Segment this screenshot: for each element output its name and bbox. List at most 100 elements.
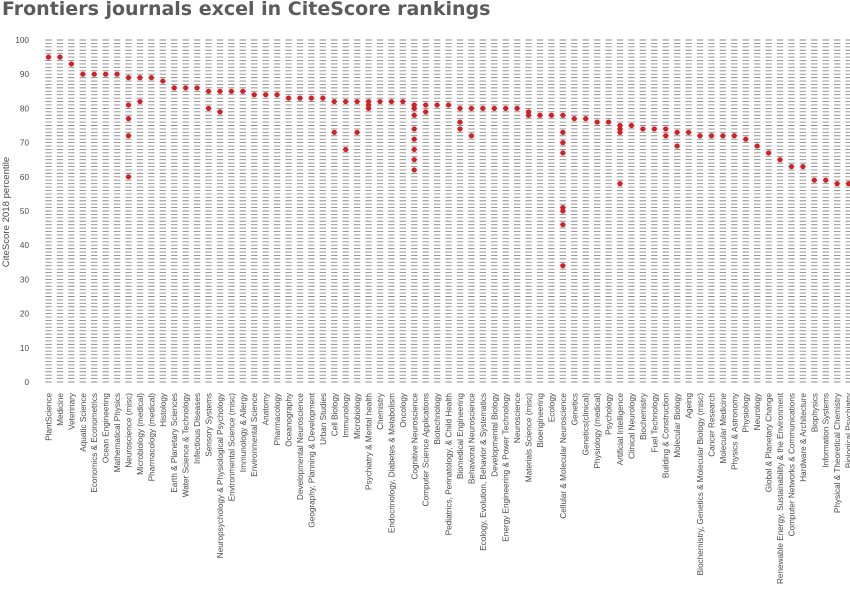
category-label: Biomedical Engineering	[456, 393, 465, 479]
data-point	[125, 102, 132, 108]
category-label: Physiology (medical)	[593, 393, 602, 469]
data-point	[125, 116, 132, 122]
data-point	[457, 105, 463, 111]
data-point	[377, 98, 383, 105]
data-point	[788, 163, 795, 170]
category-label: Developmental Biology	[490, 392, 499, 477]
data-point	[434, 102, 440, 108]
data-point	[457, 119, 463, 125]
data-point	[274, 92, 280, 98]
category-label: Chemistry	[376, 392, 385, 430]
data-point	[480, 105, 486, 111]
data-point	[217, 88, 223, 94]
data-point	[617, 181, 623, 187]
data-point	[411, 112, 417, 118]
category-label: Cellular & Molecular Neuroscience	[559, 393, 568, 519]
category-label: Hardware & Architecture	[799, 393, 808, 482]
data-point	[754, 143, 760, 149]
data-point	[400, 98, 406, 105]
category-label: Neurology	[753, 392, 762, 430]
data-point	[525, 112, 532, 118]
category-label: Building & Construction	[662, 393, 671, 479]
category-label: Neuropsychology & Physiological Psycholo…	[216, 392, 225, 558]
category-label: Biochemistry, Genetics & Molecular Biolo…	[696, 393, 705, 576]
data-point	[731, 133, 737, 139]
data-point	[663, 133, 669, 139]
data-point	[331, 129, 337, 135]
category-label: Clinical Neurology	[627, 392, 636, 459]
category-label: Urban Studies	[319, 393, 328, 445]
category-label: Histology	[159, 392, 168, 427]
data-point	[560, 150, 566, 156]
data-point	[91, 71, 97, 77]
category-label: Pharmacology (medical)	[147, 393, 156, 482]
y-tick-label: 50	[20, 207, 30, 216]
category-label: Earth & Planetary Sciences	[170, 393, 179, 493]
data-point	[148, 75, 154, 81]
data-point	[125, 174, 132, 180]
data-point	[685, 129, 692, 135]
category-label: Cancer Research	[707, 393, 716, 457]
category-label: Cognitive Neuroscience	[410, 393, 419, 480]
category-label: Biophysics	[810, 393, 819, 432]
category-label: Mathematical Physics	[113, 393, 122, 472]
category-label: Microbiology (medical)	[136, 393, 145, 475]
data-point	[103, 71, 109, 77]
data-point	[320, 95, 326, 101]
data-point	[365, 105, 372, 111]
category-label: Artificial Intelligence	[616, 393, 625, 466]
data-point	[411, 157, 417, 163]
data-point	[560, 222, 566, 228]
y-axis-label: CiteScore 2018 percentile	[1, 157, 12, 267]
data-point	[777, 157, 783, 163]
data-point	[388, 98, 394, 105]
y-tick-label: 30	[20, 275, 30, 284]
category-label: Psychology	[605, 392, 614, 435]
data-point	[228, 88, 234, 94]
category-label: Biotechnology	[433, 392, 442, 444]
data-point	[125, 75, 132, 81]
y-tick-label: 10	[20, 344, 30, 353]
data-point	[423, 109, 429, 115]
category-label: Biological Psychiatry	[845, 392, 850, 468]
data-point	[205, 88, 212, 94]
category-label: Physics & Astronomy	[730, 392, 739, 470]
data-point	[743, 136, 749, 142]
category-label: Infectious Diseases	[193, 393, 202, 464]
data-point	[674, 143, 680, 149]
y-tick-label: 70	[20, 139, 30, 148]
category-label: Oncology	[399, 392, 408, 427]
data-point	[560, 112, 566, 118]
data-point	[137, 75, 143, 81]
category-label: Physical & Theoretical Chemistry	[833, 392, 842, 513]
data-point	[125, 133, 132, 139]
data-point	[663, 126, 669, 132]
data-point	[617, 129, 623, 135]
data-point	[411, 146, 417, 153]
category-label: PlantScience	[45, 393, 54, 441]
data-point	[548, 112, 555, 118]
data-point	[605, 119, 612, 125]
data-point	[411, 126, 417, 132]
category-label: Fuel Technology	[650, 392, 659, 452]
chart-title: Frontiers journals excel in CiteScore ra…	[2, 0, 491, 20]
category-label: Molecular Biology	[673, 392, 682, 458]
data-point	[811, 177, 817, 183]
data-point	[571, 116, 577, 122]
data-point	[263, 92, 269, 98]
category-label: Psychiatry & Mental health	[365, 393, 374, 490]
data-point	[308, 95, 314, 101]
category-label: Cell Biology	[330, 392, 339, 436]
data-point	[171, 85, 177, 91]
data-point	[514, 105, 520, 111]
data-point	[765, 150, 772, 156]
data-point	[217, 109, 223, 115]
y-tick-label: 100	[15, 36, 29, 45]
category-label: Economics & Econometrics	[90, 393, 99, 493]
category-label: Renewable Energy, Sustainability & the E…	[776, 392, 785, 584]
y-tick-label: 40	[20, 241, 30, 250]
y-tick-labels: 0 10 20 30 40 50 60 70 80 90 100	[15, 36, 29, 387]
category-label: Physiology	[742, 392, 751, 433]
data-point	[537, 112, 543, 118]
data-point	[651, 126, 657, 132]
